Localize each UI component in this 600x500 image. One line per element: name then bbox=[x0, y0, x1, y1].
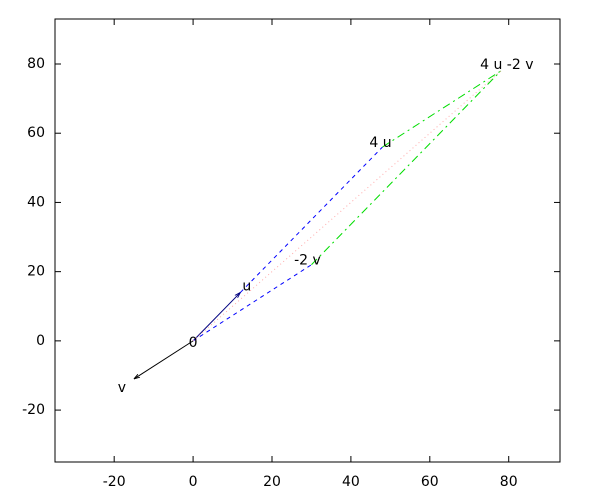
y-tick-label: -20 bbox=[22, 402, 45, 418]
vector-arrow bbox=[134, 340, 194, 379]
plot-border bbox=[54, 18, 561, 463]
x-tick-label: 0 bbox=[189, 474, 198, 490]
vector-line bbox=[382, 70, 502, 148]
y-tick-label: 40 bbox=[27, 194, 45, 210]
y-tick-label: 20 bbox=[27, 264, 45, 280]
x-tick-label: 80 bbox=[500, 474, 518, 490]
x-tick-label: -20 bbox=[103, 474, 126, 490]
vector-line bbox=[240, 146, 383, 293]
y-tick-label: 60 bbox=[27, 125, 45, 141]
vector-line bbox=[311, 70, 502, 266]
point-label: 4 u -2 v bbox=[480, 57, 533, 73]
x-tick-label: 20 bbox=[263, 474, 281, 490]
vector-arrow bbox=[192, 292, 240, 342]
vector-line bbox=[192, 264, 312, 342]
point-label: -2 v bbox=[294, 253, 321, 269]
point-label: u bbox=[242, 278, 251, 294]
point-label: 4 u bbox=[369, 135, 391, 151]
x-tick-label: 60 bbox=[421, 474, 439, 490]
y-tick-label: 0 bbox=[36, 333, 45, 349]
y-tick-label: 80 bbox=[27, 56, 45, 72]
point-label: v bbox=[118, 380, 126, 396]
point-label: 0 bbox=[189, 335, 198, 351]
x-tick-label: 40 bbox=[342, 474, 360, 490]
vector-line bbox=[192, 70, 502, 342]
